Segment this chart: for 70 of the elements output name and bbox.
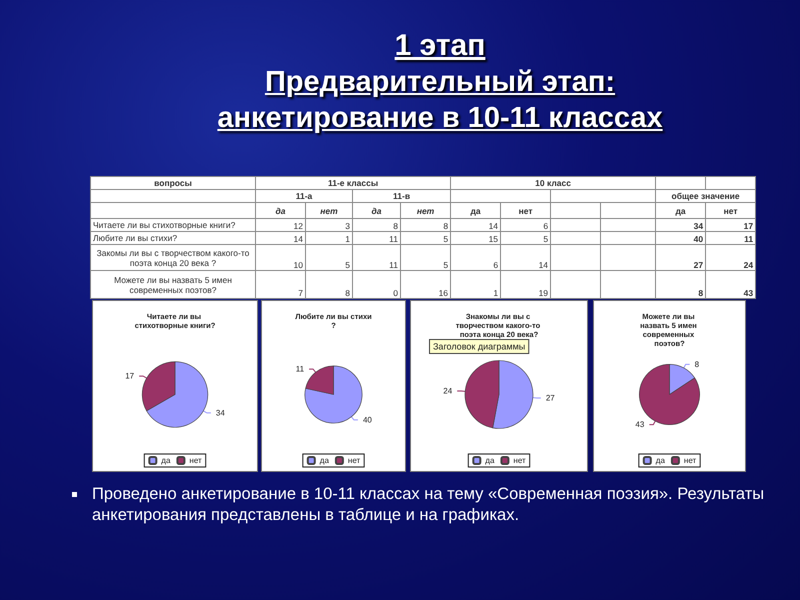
data-label: 8 (656, 270, 706, 298)
data-label: 14 (256, 232, 306, 244)
category-label: Можете ли вы назвать 5 имен современных поэтов? (90, 270, 256, 298)
data-label: 15 (450, 232, 501, 244)
data-label: 3 (306, 218, 352, 232)
data-label: 1 (450, 270, 501, 298)
data-label: 11 (352, 232, 400, 244)
data-label: 8 (400, 218, 451, 232)
data-label: 24 (706, 244, 756, 270)
category-label: Любите ли вы стихи? (90, 232, 256, 244)
text: да (352, 202, 400, 218)
data-label: 40 (656, 232, 706, 244)
data-label: 11 (352, 244, 400, 270)
data-label: 34 (656, 218, 706, 232)
data-label: 6 (500, 218, 551, 232)
data-label: 16 (400, 270, 451, 298)
data-label: 8 (306, 270, 352, 298)
data-label: 17 (706, 218, 756, 232)
data-label: 10 (256, 244, 306, 270)
category-label: Закомы ли вы с творчеством какого-то поэта конца 20 века ? (90, 244, 256, 270)
legend-label: нет (348, 456, 361, 465)
category-label: Читаете ли вы стихотворные книги? (90, 218, 256, 232)
text: нет (306, 202, 352, 218)
text: общее значение (656, 190, 756, 202)
data-label: 14 (450, 218, 501, 232)
legend-label: да (161, 456, 171, 465)
data-label: 5 (400, 232, 451, 244)
data-label: 11 (706, 232, 756, 244)
data-label: 5 (500, 232, 551, 244)
text: 1 этап (394, 28, 486, 64)
legend-label: да (485, 456, 495, 465)
data-label: 34 (216, 408, 226, 418)
text: 11-а (256, 190, 352, 202)
legend-label: да (656, 456, 666, 465)
text: да (656, 202, 706, 218)
data-label: 0 (352, 270, 400, 298)
data-label: 43 (706, 270, 756, 298)
text: да (450, 202, 501, 218)
data-label: 24 (443, 386, 453, 396)
data-label: 11 (296, 364, 305, 374)
data-label: 17 (125, 372, 135, 381)
data-label: 40 (362, 415, 372, 424)
text: 11-е классы (256, 176, 451, 190)
data-label: 6 (450, 244, 501, 270)
data-label: 27 (656, 244, 706, 270)
text: нет (400, 202, 451, 218)
data-label: 19 (500, 270, 551, 298)
text: 11-в (352, 190, 451, 202)
text: 10 класс (450, 176, 656, 190)
data-label: 12 (256, 218, 306, 232)
text: вопросы (90, 176, 256, 190)
series-label: да (256, 202, 306, 218)
data-label: 14 (500, 244, 551, 270)
data-label: 27 (546, 394, 556, 403)
text: нет (706, 202, 756, 218)
legend-label: нет (189, 456, 202, 465)
data-label: 8 (694, 360, 700, 369)
data-label: 5 (400, 244, 451, 270)
legend-label: да (320, 456, 330, 465)
text: Заголовок диаграммы (433, 342, 526, 352)
data-label: 1 (306, 232, 352, 244)
text: нет (500, 202, 551, 218)
data-label: 7 (256, 270, 306, 298)
text: Проведено анкетирование в 10-11 классах на тему «Современная поэзия». Результаты анкетирования представлены в таблице и на графиках. (92, 484, 766, 526)
legend-label: нет (684, 456, 697, 465)
data-label: 43 (635, 420, 645, 430)
data-label: 5 (306, 244, 352, 270)
legend-label: нет (513, 456, 526, 465)
data-label: 8 (352, 218, 400, 232)
text: Предварительный этап: анкетирование в 10-11 классах (217, 66, 663, 134)
